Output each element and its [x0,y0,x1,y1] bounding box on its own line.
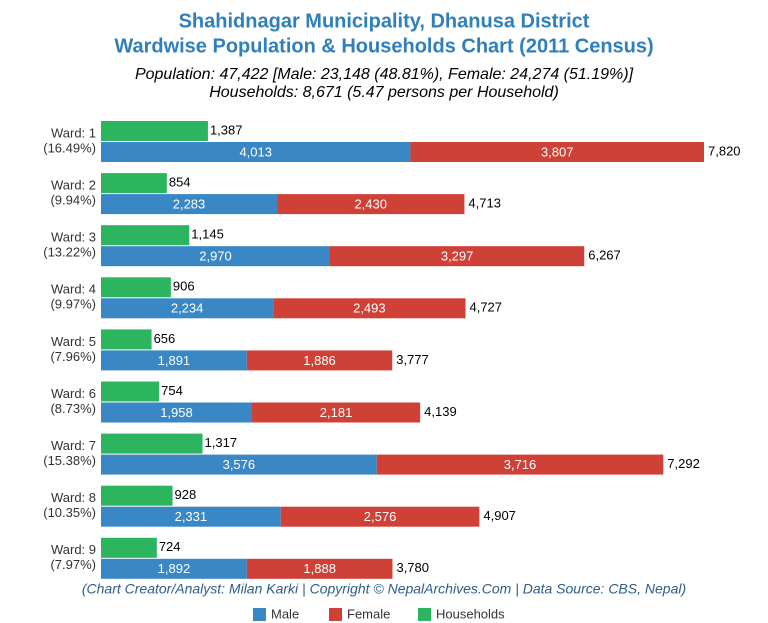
household-bar [101,329,152,350]
legend-swatch [329,608,342,621]
category-sublabel: (16.49%) [43,140,96,155]
value-label: 3,807 [541,144,574,159]
value-label: 724 [159,539,181,554]
category-label: Ward: 5 [51,334,96,349]
category-label: Ward: 3 [51,230,96,245]
value-label: 3,576 [223,457,256,472]
category-label: Ward: 6 [51,386,96,401]
value-label: 2,283 [173,197,206,212]
household-bar [101,485,173,506]
legend-label: Households [436,606,505,621]
household-bar [101,225,190,246]
value-label: 1,145 [191,227,224,242]
total-label: 7,820 [708,143,741,158]
value-label: 2,576 [364,509,397,524]
bar-segment [280,506,480,527]
category-label: Ward: 8 [51,490,96,505]
bar-segment [101,558,247,579]
value-label: 928 [175,487,197,502]
value-label: 2,970 [199,249,232,264]
bar-segment [101,350,247,371]
household-bar [101,433,203,454]
subtitle: Households: 8,671 (5.47 persons per Hous… [209,84,559,101]
category-sublabel: (7.97%) [50,557,96,572]
category-label: Ward: 7 [51,438,96,453]
bar-segment [273,298,466,319]
household-bar [101,277,171,298]
category-sublabel: (7.96%) [50,349,96,364]
bar-segment [410,142,704,162]
legend-swatch [418,608,431,621]
value-label: 1,891 [158,353,191,368]
household-bar [101,381,160,402]
chart-title: Wardwise Population & Households Chart (… [114,35,653,57]
household-bar [101,537,157,558]
value-label: 2,430 [354,197,387,212]
value-label: 1,888 [303,561,336,576]
value-label: 3,297 [441,249,474,264]
bar-segment [101,142,411,162]
value-label: 2,331 [175,509,208,524]
bar-segment [101,402,252,423]
category-sublabel: (9.94%) [50,193,96,208]
bar-segment [101,246,331,267]
bar-segment [101,194,278,215]
legend-label: Male [271,606,299,621]
value-label: 854 [169,175,191,190]
bar-segment [277,194,465,215]
total-label: 4,727 [469,300,502,315]
household-bar [101,121,208,141]
value-label: 1,317 [205,435,238,450]
bar-segment [101,298,274,319]
value-label: 2,181 [320,405,353,420]
total-label: 4,713 [468,196,501,211]
bar-segment [251,402,421,423]
value-label: 1,958 [160,405,193,420]
bar-segment [376,454,664,475]
category-sublabel: (10.35%) [43,505,96,520]
category-label: Ward: 2 [51,178,96,193]
total-label: 3,780 [396,560,429,575]
bar-segment [246,350,393,371]
household-bar [101,173,167,194]
footer: (Chart Creator/Analyst: Milan Karki | Co… [82,581,686,597]
category-sublabel: (8.73%) [50,401,96,416]
value-label: 4,013 [239,144,272,159]
category-sublabel: (9.97%) [50,297,96,312]
value-label: 1,892 [158,561,191,576]
value-label: 3,716 [504,457,537,472]
value-label: 1,387 [210,122,243,137]
category-sublabel: (13.22%) [43,245,96,260]
value-label: 1,886 [303,353,336,368]
bar-segment [246,558,393,579]
total-label: 3,777 [396,352,429,367]
value-label: 2,234 [171,301,204,316]
subtitle: Population: 47,422 [Male: 23,148 (48.81%… [135,66,634,83]
category-label: Ward: 1 [51,125,96,140]
category-label: Ward: 9 [51,542,96,557]
bar-segment [101,454,377,475]
value-label: 656 [154,331,176,346]
total-label: 6,267 [588,248,621,263]
value-label: 2,493 [353,301,386,316]
category-sublabel: (15.38%) [43,453,96,468]
value-label: 906 [173,279,195,294]
total-label: 7,292 [667,456,700,471]
bar-segment [101,506,281,527]
total-label: 4,139 [424,404,457,419]
bar-segment [330,246,585,267]
value-label: 754 [161,383,183,398]
category-label: Ward: 4 [51,282,96,297]
chart-title: Shahidnagar Municipality, Dhanusa Distri… [179,10,590,32]
total-label: 4,907 [483,508,516,523]
legend-label: Female [347,606,390,621]
legend-swatch [253,608,266,621]
